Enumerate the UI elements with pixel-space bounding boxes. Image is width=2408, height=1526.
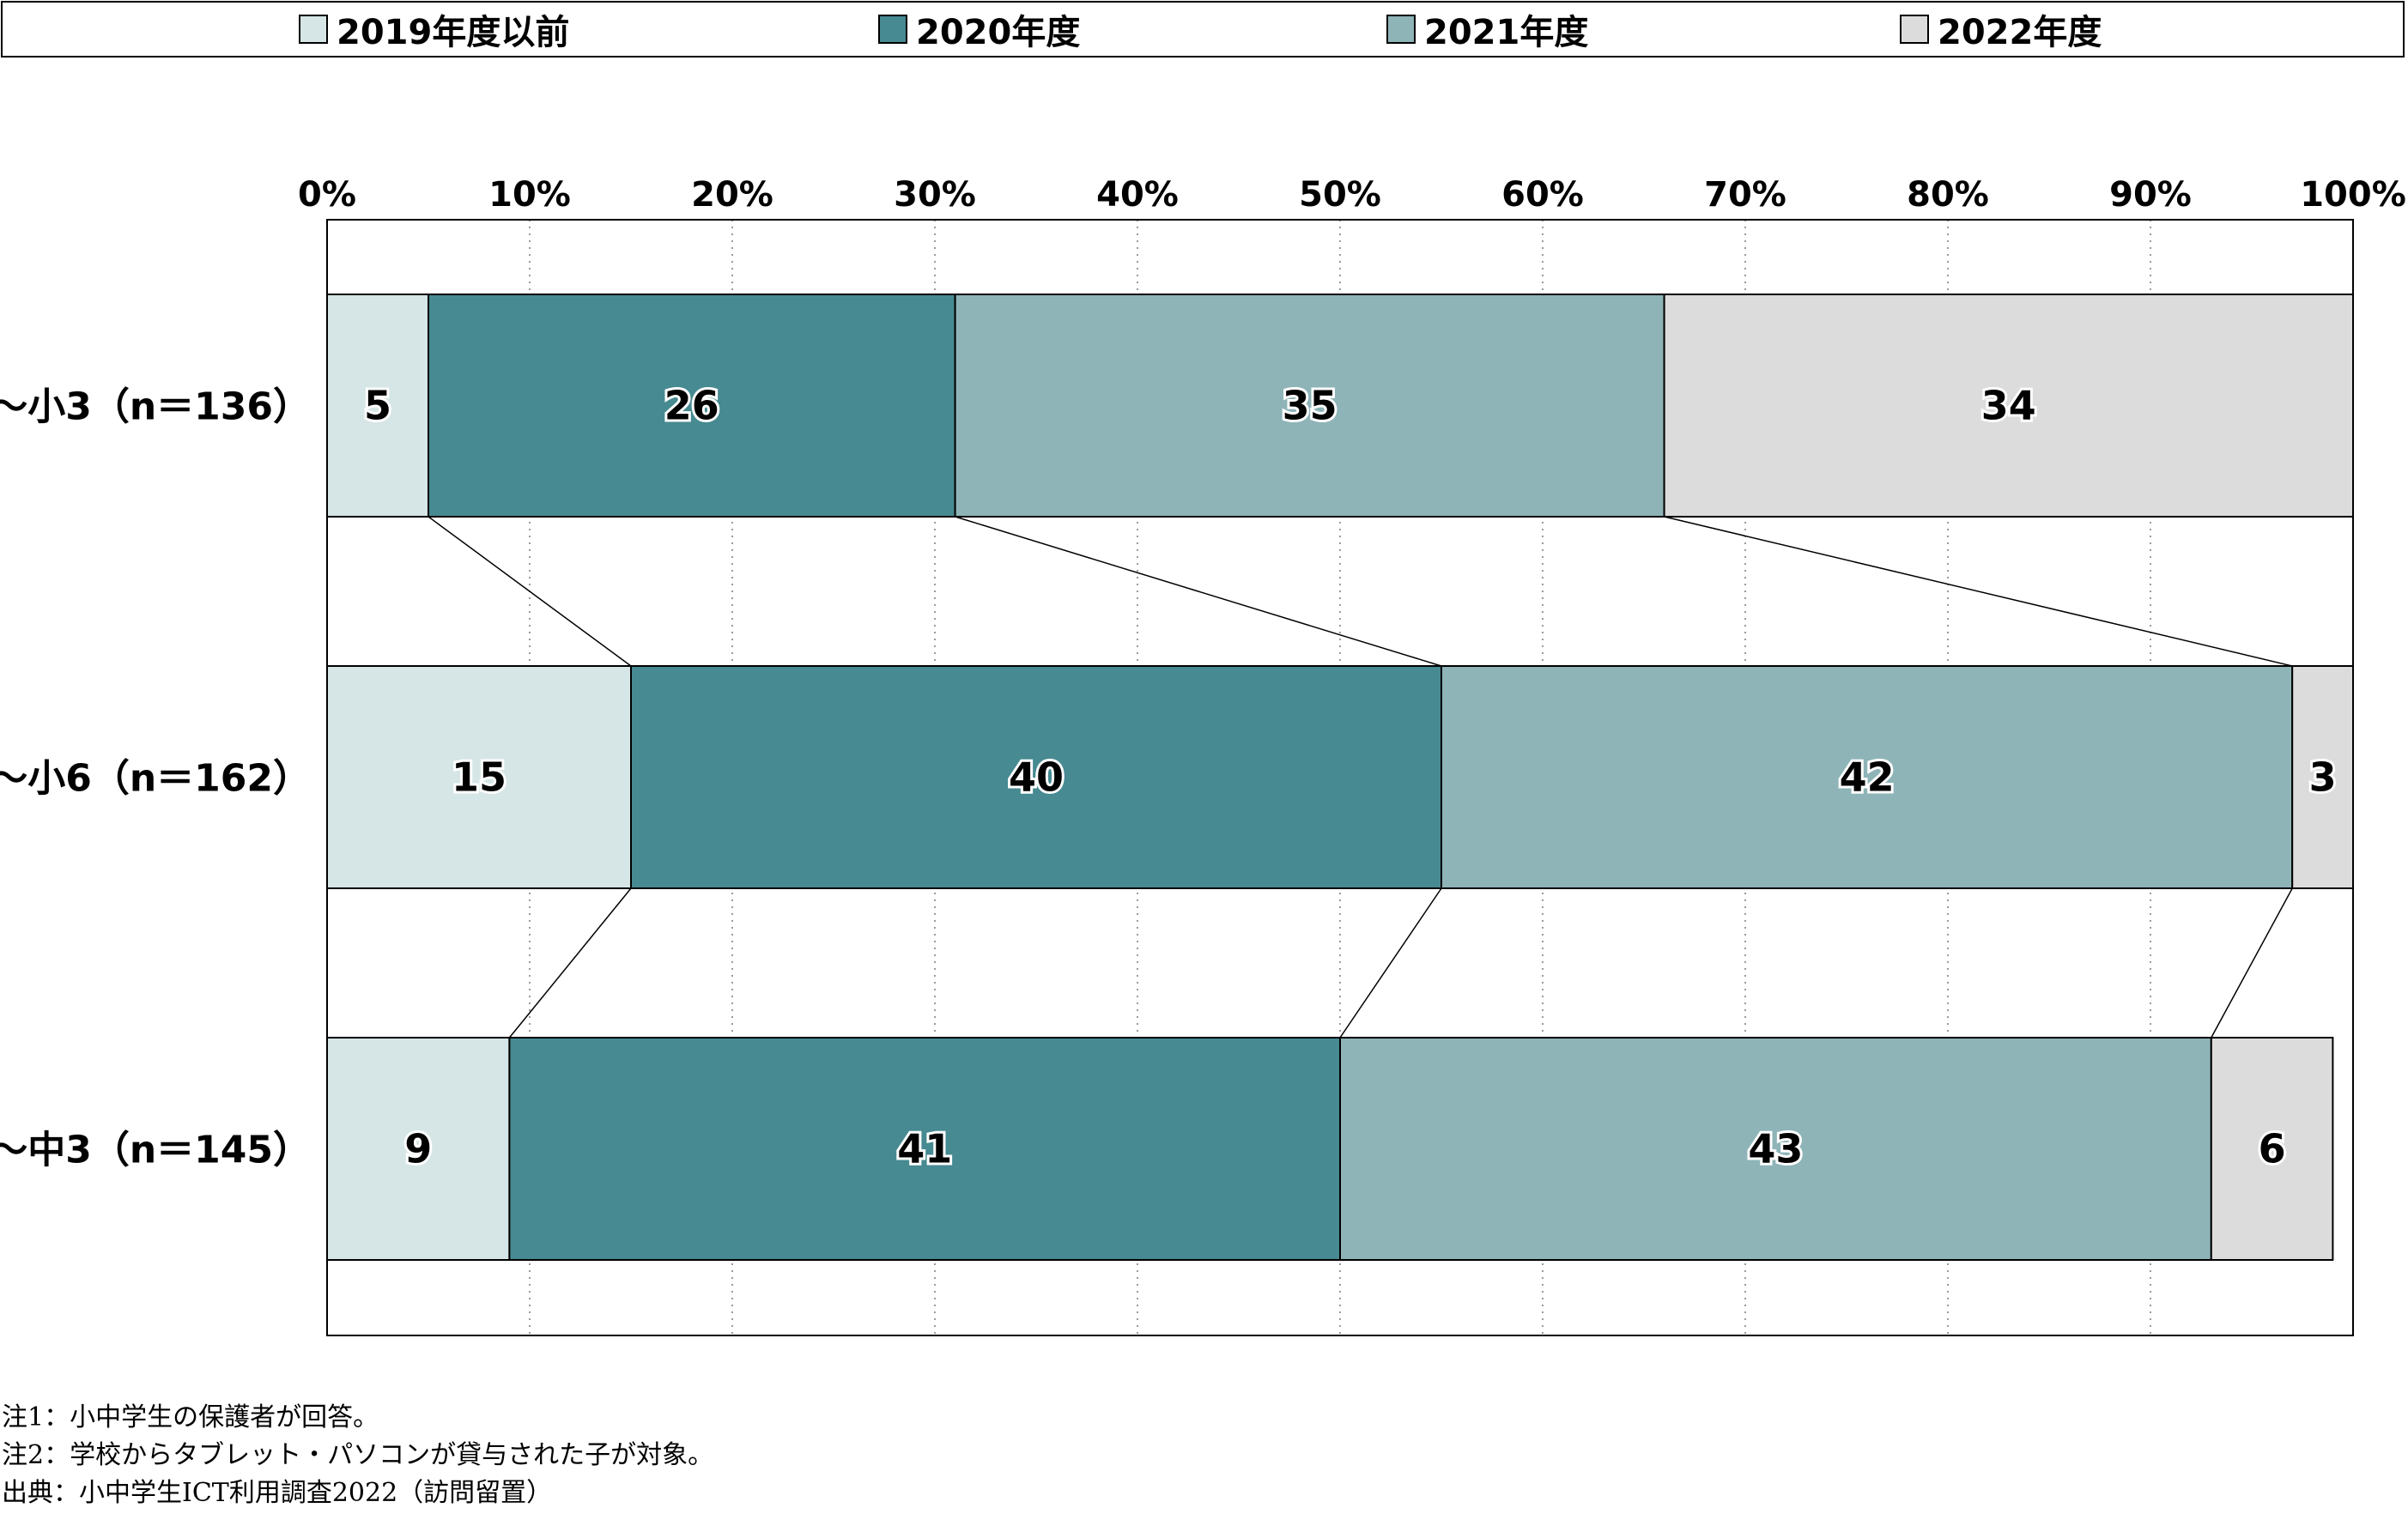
data-label: 15 <box>452 754 506 801</box>
notes: 注1：小中学生の保護者が回答。 注2：学校からタブレット・パソコンが貸与された子… <box>2 1399 713 1512</box>
connector-line <box>508 887 632 1039</box>
legend-label: 2021年度 <box>1424 13 1589 52</box>
bar-segment <box>1663 294 2354 518</box>
data-label: 5 <box>364 383 391 429</box>
data-label: 3 <box>2309 754 2337 801</box>
connector-line <box>1339 887 1442 1039</box>
legend-label: 2020年度 <box>916 13 1081 52</box>
x-tick-label: 10% <box>488 175 571 215</box>
connector-line <box>428 516 632 667</box>
data-label: 6 <box>2259 1126 2286 1172</box>
data-label: 34 <box>1981 383 2036 429</box>
category-label: 中1～中3（n＝145） <box>0 1129 311 1172</box>
legend-item: 2020年度 <box>878 3 1080 56</box>
legend-swatch <box>878 15 907 44</box>
data-label: 41 <box>897 1126 952 1172</box>
data-label: 26 <box>664 383 719 429</box>
bar-segment <box>2210 1037 2334 1261</box>
x-tick-label: 20% <box>691 175 773 215</box>
bar-segment <box>1441 665 2294 889</box>
connector-line <box>1664 516 2293 667</box>
data-label: 35 <box>1283 383 1337 429</box>
data-label: 40 <box>1009 754 1064 801</box>
bar-segment <box>954 294 1665 518</box>
x-tick-label: 90% <box>2109 175 2192 215</box>
data-label: 43 <box>1748 1126 1803 1172</box>
legend-item: 2019年度以前 <box>299 3 569 56</box>
category-label: 小4～小6（n＝162） <box>0 757 311 801</box>
legend-label: 2022年度 <box>1938 13 2102 52</box>
x-tick-label: 60% <box>1501 175 1584 215</box>
bar-segment <box>326 294 429 518</box>
x-tick-label: 30% <box>894 175 976 215</box>
legend-label: 2019年度以前 <box>337 13 570 52</box>
x-tick-label: 0% <box>298 175 356 215</box>
note-2: 注2：学校からタブレット・パソコンが貸与された子が対象。 <box>2 1440 714 1470</box>
data-label: 42 <box>1840 754 1895 801</box>
note-1: 注1：小中学生の保護者が回答。 <box>2 1402 379 1432</box>
bar-segment <box>428 294 956 518</box>
legend-swatch <box>1900 15 1929 44</box>
x-tick-label: 80% <box>1907 175 1989 215</box>
connector-line <box>2211 887 2293 1039</box>
bar-segment <box>1339 1037 2212 1261</box>
legend-item: 2022年度 <box>1900 3 2102 56</box>
legend: 2019年度以前 2020年度 2021年度 2022年度 <box>1 1 2405 58</box>
bar-segment <box>326 665 632 889</box>
connector-line <box>955 516 1442 667</box>
x-tick-label: 70% <box>1704 175 1786 215</box>
stacked-bar-chart: 0% 10% 20% 30% 40% 50% 60% 70% 80% 90% 100%5 26 35 34… <box>0 175 2406 1336</box>
x-tick-label: 50% <box>1299 175 1381 215</box>
bar-segment <box>2291 665 2354 889</box>
legend-item: 2021年度 <box>1386 3 1588 56</box>
x-tick-label: 100% <box>2300 175 2406 215</box>
bar-segment <box>326 1037 511 1261</box>
source-note: 出典：小中学生ICT利用調査2022（訪問留置） <box>2 1478 553 1508</box>
data-label: 9 <box>404 1126 432 1172</box>
x-tick-label: 40% <box>1096 175 1179 215</box>
legend-swatch <box>1386 15 1416 44</box>
bar-segment <box>630 665 1442 889</box>
legend-swatch <box>299 15 328 44</box>
category-label: 小1～小3（n＝136） <box>0 385 311 429</box>
